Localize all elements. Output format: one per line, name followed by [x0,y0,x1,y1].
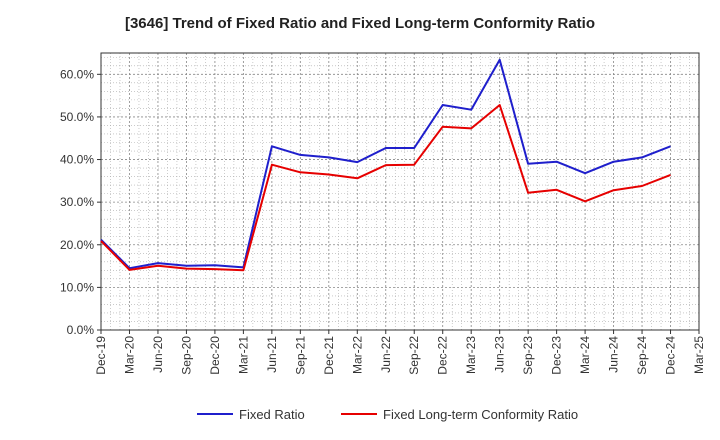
series-lines [100,58,671,272]
x-tick-label: Sep-22 [407,336,421,375]
x-tick-label: Dec-22 [436,336,450,375]
axes [100,52,700,331]
y-tick-label: 30.0% [60,195,94,209]
x-tick-label: Mar-25 [692,336,706,374]
x-tick-label: Mar-21 [236,336,250,374]
y-tick-label: 60.0% [60,67,94,81]
x-tick-label: Sep-23 [521,336,535,375]
series-line-1 [100,58,671,270]
x-tick-label: Mar-22 [350,336,364,374]
x-tick-label: Jun-24 [607,336,621,373]
y-tick-label: 40.0% [60,153,94,167]
x-tick-label: Dec-19 [94,336,108,375]
x-tick-label: Dec-21 [322,336,336,375]
y-tick-label: 0.0% [67,323,95,337]
x-tick-label: Mar-24 [578,336,592,374]
legend-label-1: Fixed Ratio [239,407,305,422]
x-tick-label: Jun-20 [151,336,165,373]
series-line-2 [100,104,671,272]
x-tick-label: Mar-20 [122,336,136,374]
x-tick-label: Jun-22 [379,336,393,373]
y-tick-labels: 0.0% 10.0% 20.0% 30.0% 40.0% 50.0% 60.0% [60,67,101,337]
chart-title: [3646] Trend of Fixed Ratio and Fixed Lo… [124,15,596,32]
y-tick-label: 20.0% [60,238,94,252]
x-tick-label: Mar-23 [464,336,478,374]
x-tick-label: Jun-23 [493,336,507,373]
x-tick-label: Sep-21 [293,336,307,375]
grid-lines [100,53,700,330]
plot-frame [100,52,700,331]
x-tick-labels: Dec-19 Mar-20 Jun-20 Sep-20 Dec-20 Mar-21 Jun-… [94,330,706,375]
legend-label-2: Fixed Long-term Conformity Ratio [383,407,578,422]
y-tick-label: 10.0% [60,280,94,294]
legend: Fixed Ratio Fixed Long-term Conformity Ra… [197,407,578,422]
x-tick-label: Sep-20 [179,336,193,375]
x-tick-label: Dec-23 [550,336,564,375]
x-tick-label: Sep-24 [635,336,649,375]
x-tick-label: Dec-24 [664,336,678,375]
x-tick-label: Dec-20 [208,336,222,375]
y-tick-label: 50.0% [60,110,94,124]
x-tick-label: Jun-21 [265,336,279,373]
